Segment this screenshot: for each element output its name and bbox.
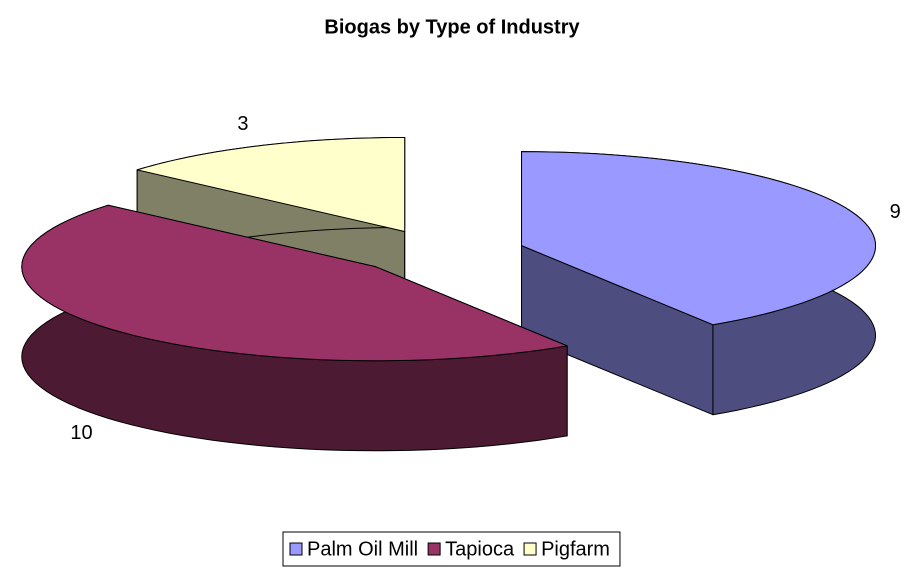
legend-label: Palm Oil Mill bbox=[307, 538, 418, 560]
legend-swatch bbox=[289, 542, 303, 556]
chart-title: Biogas by Type of Industry bbox=[324, 16, 580, 38]
pie-slice bbox=[521, 151, 877, 416]
legend-box bbox=[282, 531, 621, 567]
legend-label: Pigfarm bbox=[541, 538, 610, 560]
data-label: 3 bbox=[237, 113, 248, 135]
data-label: 9 bbox=[890, 201, 901, 223]
legend-label: Tapioca bbox=[445, 538, 515, 560]
slice-top bbox=[21, 204, 568, 362]
legend: Palm Oil Mill Tapioca Pigfarm bbox=[282, 531, 621, 567]
data-label: 10 bbox=[70, 422, 92, 444]
legend-swatch bbox=[523, 542, 537, 556]
slice-top bbox=[521, 151, 877, 326]
pie-slice bbox=[21, 204, 568, 452]
legend-swatch bbox=[427, 542, 441, 556]
slice-top bbox=[136, 136, 406, 232]
